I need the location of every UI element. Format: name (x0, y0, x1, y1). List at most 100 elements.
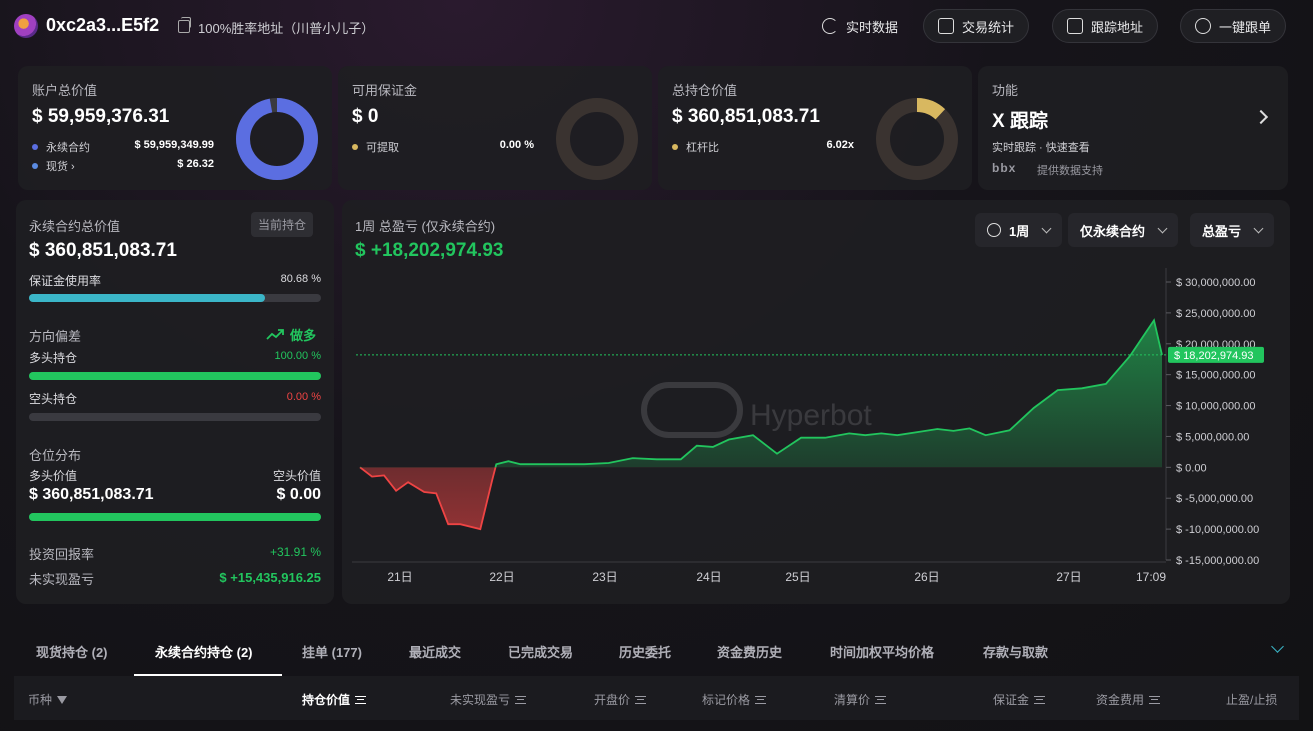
roi-label: 投资回报率 (29, 547, 95, 562)
short-position-bar (29, 413, 321, 421)
tab-open-orders[interactable]: 挂单 (177) (302, 645, 362, 660)
col-coin[interactable]: 币种 (28, 691, 68, 708)
x-tick-label: 27日 (1056, 570, 1081, 584)
stats-icon (938, 18, 954, 34)
tab-order-history[interactable]: 历史委托 (619, 645, 672, 660)
sort-icon (755, 695, 767, 704)
unrealized-pnl-value: $ +15,435,916.25 (219, 570, 321, 585)
users-icon (1195, 18, 1211, 34)
feature-card[interactable]: 功能 X 跟踪 实时跟踪 · 快速查看 bbx 提供数据支持 (978, 66, 1288, 190)
long-value: $ 360,851,083.71 (29, 486, 154, 503)
metric-select[interactable]: 总盈亏 (1190, 213, 1275, 247)
feature-desc: 实时跟踪 · 快速查看 (992, 142, 1090, 154)
copy-trade-label: 一键跟单 (1219, 19, 1272, 35)
account-value-title: 账户总价值 (32, 83, 98, 98)
short-value: $ 0.00 (276, 486, 321, 503)
long-value-label: 多头价值 (29, 469, 78, 483)
monitor-icon (1067, 18, 1083, 34)
col-unrealized-pnl[interactable]: 未实现盈亏 (450, 691, 527, 708)
total-position-value: $ 360,851,083.71 (672, 106, 820, 127)
feature-name: X 跟踪 (992, 111, 1048, 132)
unrealized-pnl-label: 未实现盈亏 (29, 572, 95, 587)
spot-legend-value: $ 26.32 (177, 158, 214, 170)
long-position-fill (29, 372, 321, 380)
tab-deposits-withdrawals[interactable]: 存款与取款 (983, 645, 1049, 660)
col-margin[interactable]: 保证金 (993, 691, 1046, 708)
col-liquidation-price[interactable]: 清算价 (834, 691, 887, 708)
address-avatar (14, 14, 38, 38)
leverage-value: 6.02x (826, 139, 854, 151)
tab-recent-fills[interactable]: 最近成交 (409, 645, 462, 660)
position-donut-arc (876, 98, 958, 180)
perp-legend-value: $ 59,959,349.99 (134, 139, 214, 151)
positions-table-header: 币种 持仓价值 未实现盈亏 开盘价 标记价格 清算价 保证金 资金费用 止盈/止… (14, 676, 1299, 720)
chevron-right-icon[interactable] (1253, 109, 1269, 125)
trade-stats-button[interactable]: 交易统计 (923, 9, 1030, 43)
svg-text:Hyperbot: Hyperbot (750, 399, 872, 432)
address-tag: 100%胜率地址（川普小儿子） (198, 21, 375, 36)
chevron-down-icon (1157, 223, 1168, 233)
bbx-logo: bbx (992, 161, 1017, 175)
margin-usage-fill (29, 294, 265, 302)
margin-usage-value: 80.68 % (280, 273, 321, 285)
period-select[interactable]: 1周 (975, 213, 1063, 247)
realtime-data-label: 实时数据 (846, 19, 899, 35)
pnl-chart[interactable]: Hyperbot $ 30,000,000.00 $ 25,000,000.00 $… (342, 260, 1290, 590)
account-donut-arc (236, 98, 318, 180)
pnl-area-positive (360, 320, 1162, 468)
track-address-button[interactable]: 跟踪地址 (1052, 9, 1159, 43)
x-tick-label: 25日 (785, 570, 810, 584)
distribution-bar (29, 513, 321, 521)
copy-icon[interactable] (178, 17, 191, 33)
clock-icon (987, 223, 1001, 237)
realtime-data-button[interactable]: 实时数据 (808, 9, 912, 43)
available-margin-title: 可用保证金 (352, 83, 418, 98)
perp-total-title: 永续合约总价值 (29, 219, 121, 234)
margin-donut-chart (556, 98, 638, 180)
perp-legend: 永续合约 (32, 139, 90, 155)
x-tick-label: 17:09 (1136, 570, 1166, 584)
tab-funding-history[interactable]: 资金费历史 (717, 645, 783, 660)
tab-completed-trades[interactable]: 已完成交易 (508, 645, 574, 660)
col-position-value[interactable]: 持仓价值 (302, 691, 367, 708)
feature-title: 功能 (992, 83, 1019, 98)
wallet-address[interactable]: 0xc2a3...E5f2 (46, 15, 160, 35)
direction-label: 方向偏差 (29, 329, 82, 344)
filter-icon (57, 695, 68, 704)
refresh-icon (822, 18, 838, 34)
pnl-line-negative (359, 467, 497, 531)
account-value-card: 账户总价值 $ 59,959,376.31 永续合约 $ 59,959,349.… (18, 66, 332, 190)
track-address-label: 跟踪地址 (1091, 19, 1144, 35)
tab-perp-positions[interactable]: 永续合约持仓 (2) (155, 645, 253, 660)
account-donut-chart (236, 98, 318, 180)
col-funding[interactable]: 资金费用 (1096, 691, 1161, 708)
perp-summary-panel: 永续合约总价值 当前持仓 $ 360,851,083.71 保证金使用率 80.… (16, 200, 334, 604)
x-tick-label: 21日 (387, 570, 412, 584)
trade-stats-label: 交易统计 (962, 19, 1015, 35)
tab-twap[interactable]: 时间加权平均价格 (830, 645, 935, 660)
long-position-bar (29, 372, 321, 380)
y-tick-label: $ 30,000,000.00 (1176, 277, 1256, 289)
long-position-value: 100.00 % (274, 350, 321, 362)
col-tp-sl[interactable]: 止盈/止损 (1226, 693, 1278, 707)
perp-total-value: $ 360,851,083.71 (29, 240, 177, 261)
tab-spot-holdings[interactable]: 现货持仓 (2) (36, 645, 108, 660)
short-position-label: 空头持仓 (29, 392, 78, 406)
y-tick-label: $ 0.00 (1176, 462, 1207, 474)
pnl-chart-title: 1周 总盈亏 (仅永续合约) (355, 219, 496, 234)
col-mark-price[interactable]: 标记价格 (702, 691, 767, 708)
chevron-down-icon (1041, 223, 1052, 233)
copy-trade-button[interactable]: 一键跟单 (1180, 9, 1287, 43)
position-tabs: 现货持仓 (2) 永续合约持仓 (2) 挂单 (177) 最近成交 已完成交易 … (14, 630, 1299, 676)
col-entry-price[interactable]: 开盘价 (594, 691, 647, 708)
long-position-label: 多头持仓 (29, 351, 78, 365)
total-position-card: 总持仓价值 $ 360,851,083.71 杠杆比 6.02x (658, 66, 972, 190)
period-select-value: 1周 (1009, 223, 1030, 239)
active-tab-indicator (134, 674, 282, 676)
sort-icon (355, 695, 367, 704)
x-tick-label: 23日 (592, 570, 617, 584)
scope-select[interactable]: 仅永续合约 (1068, 213, 1179, 247)
available-margin-value: $ 0 (352, 106, 379, 127)
collapse-chevron-icon[interactable] (1271, 640, 1284, 653)
spot-legend[interactable]: 现货 › (32, 158, 75, 174)
